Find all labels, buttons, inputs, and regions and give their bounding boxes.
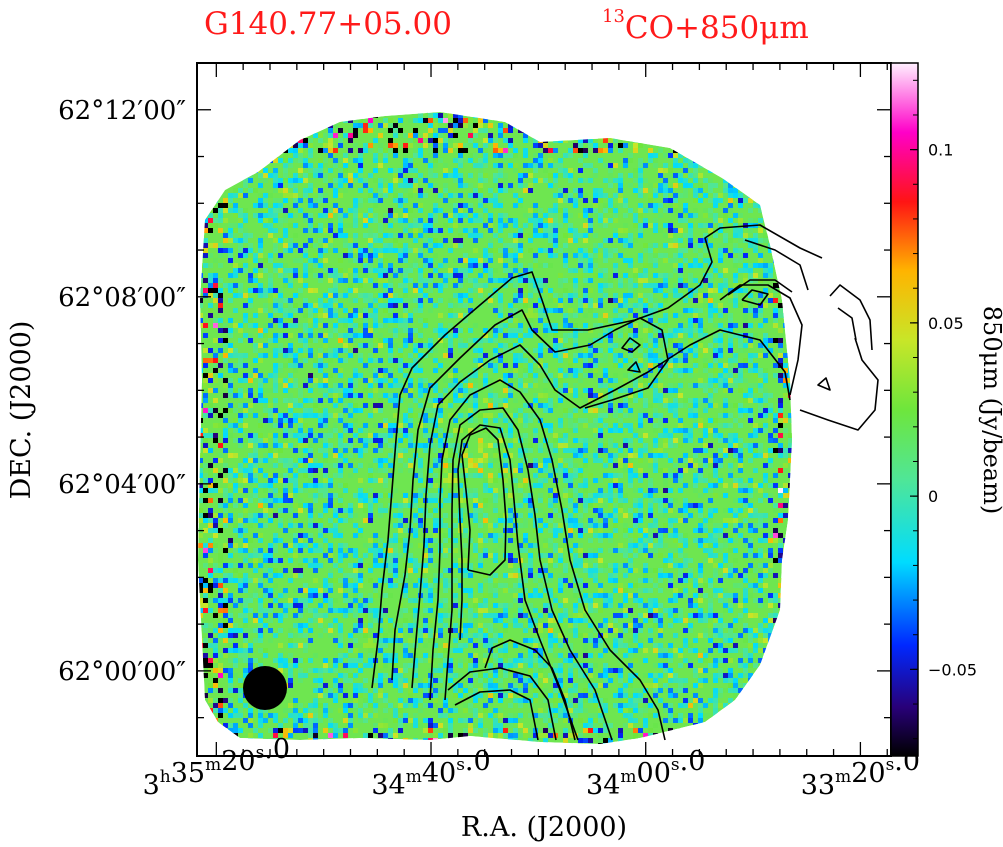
contour-line <box>627 361 641 373</box>
contour-line <box>391 309 669 681</box>
contour-line <box>817 377 831 391</box>
colorbar-ticks: 0.1 0.05 0 −0.05 <box>910 79 977 740</box>
contour-line <box>744 239 809 291</box>
contour-line <box>484 639 576 741</box>
x-tick-label: 34m40s.0 <box>371 746 490 801</box>
contour-line <box>457 424 579 741</box>
contour-line <box>727 279 793 296</box>
contour-line <box>741 289 769 306</box>
colorbar-tick-label: 0.1 <box>928 141 953 160</box>
x-tick-label: 34m00s.0 <box>586 746 705 801</box>
contour-line <box>447 667 557 741</box>
colorbar-tick-label: −0.05 <box>928 660 977 679</box>
axis-ticks <box>197 63 891 756</box>
colorbar-label: 850μm (Jy/beam) <box>978 306 1003 514</box>
colorbar-tick-label: 0 <box>928 487 938 506</box>
y-tick-label: 62°00′00″ <box>58 657 186 687</box>
colorbar <box>890 62 919 757</box>
tracer-label: CO+850μm <box>624 10 809 46</box>
y-tick-label: 62°12′00″ <box>58 96 186 126</box>
tracer-title: 13CO+850μm <box>602 6 809 46</box>
beam-size-marker <box>243 666 287 710</box>
source-name-title: G140.77+05.00 <box>204 6 452 42</box>
contour-line <box>411 329 791 689</box>
y-tick-label: 62°04′00″ <box>58 470 186 500</box>
contour-line <box>719 284 803 396</box>
13co-contours <box>371 224 879 741</box>
contour-line <box>429 379 666 741</box>
y-tick-labels: 62°12′00″ 62°08′00″ 62°04′00″ 62°00′00″ <box>58 96 186 687</box>
contour-line <box>444 407 613 741</box>
y-axis-label: DEC. (J2000) <box>6 321 37 500</box>
contour-line <box>799 337 879 431</box>
y-tick-label: 62°08′00″ <box>58 283 186 313</box>
contour-line <box>621 337 641 353</box>
contour-line <box>461 427 507 576</box>
x-axis-label: R.A. (J2000) <box>461 812 627 843</box>
contour-line <box>837 307 857 341</box>
contour-line <box>454 689 539 741</box>
contour-line <box>829 284 873 351</box>
contour-line <box>371 224 823 689</box>
colorbar-tick-label: 0.05 <box>928 314 964 333</box>
x-tick-label: 3h35m20s.0 <box>143 734 290 801</box>
isotope-superscript: 13 <box>602 6 625 27</box>
